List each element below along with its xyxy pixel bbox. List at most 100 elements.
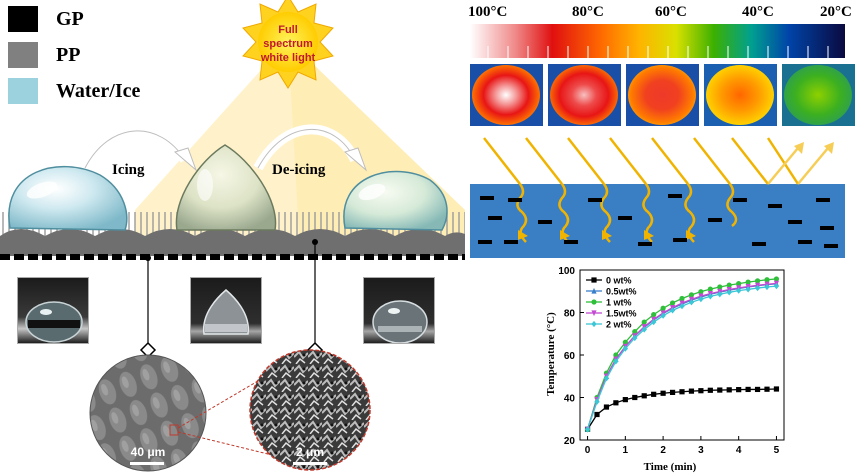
droplet-photo-melted: [363, 277, 435, 344]
data-point: [688, 292, 695, 298]
chart-y-axis-label: Temperature (°C): [545, 312, 557, 396]
data-point: [726, 289, 732, 296]
data-point: [773, 386, 780, 392]
x-tick-label: 1: [623, 445, 629, 456]
legend-marker: [591, 287, 597, 294]
y-tick-label: 80: [564, 309, 576, 320]
legend-marker: [591, 299, 597, 305]
data-point: [736, 387, 742, 393]
x-tick-label: 2: [660, 445, 666, 456]
sun-label-line3: white light: [260, 52, 316, 64]
series-2: [584, 276, 780, 432]
x-tick-label: 0: [585, 445, 591, 456]
data-point: [613, 352, 619, 358]
pp-swatch: [8, 42, 38, 68]
data-point: [717, 387, 723, 393]
sun-label-line1: Full: [278, 24, 298, 36]
legend-item-pp: PP: [8, 42, 80, 68]
data-point: [764, 277, 770, 283]
colorbar-tick-20: 20°C: [820, 4, 852, 20]
temperature-colorbar: 100°C 80°C 60°C 40°C 20°C: [468, 4, 852, 58]
chart-legend: 0 wt%0.5wt%1 wt%1.5wt%2 wt%: [586, 276, 637, 330]
colorbar-tick-40: 40°C: [742, 4, 774, 20]
legend-label: 0.5wt%: [606, 287, 637, 297]
sun-icon: Full spectrum white light: [242, 0, 334, 89]
data-point: [669, 307, 676, 314]
data-point: [622, 345, 628, 352]
ice-droplet: [175, 144, 277, 231]
data-point: [603, 404, 610, 410]
legend-label-water-ice: Water/Ice: [56, 79, 141, 102]
water-droplet: [8, 165, 128, 231]
data-point: [641, 326, 647, 333]
data-point: [660, 305, 666, 311]
water-ice-swatch: [8, 78, 38, 104]
sun-label-line2: spectrum: [263, 38, 313, 50]
data-point: [745, 279, 751, 285]
data-point: [754, 386, 761, 393]
legend-label-pp: PP: [56, 43, 81, 66]
data-point: [613, 358, 619, 365]
data-point: [651, 312, 657, 318]
data-point: [745, 386, 751, 393]
x-tick-label: 4: [736, 445, 742, 456]
legend-label: 2 wt%: [606, 320, 632, 330]
light-absorption-schematic: [470, 137, 845, 258]
data-point: [717, 284, 723, 290]
colorbar-tick-60: 60°C: [655, 4, 687, 20]
deicing-label: De-icing: [272, 162, 326, 178]
thermal-images: [470, 64, 855, 126]
data-point: [754, 284, 761, 292]
data-point: [773, 276, 780, 282]
droplet-photo-water: [17, 277, 89, 344]
data-point: [669, 300, 676, 306]
droplet-photo-ice: [190, 277, 262, 344]
data-point: [707, 286, 713, 292]
colorbar-tick-80: 80°C: [572, 4, 604, 20]
data-point: [622, 397, 628, 403]
colorbar-tick-100: 100°C: [468, 4, 507, 20]
data-point: [632, 329, 638, 335]
scale-bar-right: 2 μm: [296, 445, 324, 459]
legend-marker: [591, 310, 597, 317]
data-point: [764, 386, 770, 392]
data-point: [660, 390, 666, 396]
data-point: [632, 334, 638, 342]
legend-label: 0 wt%: [606, 276, 632, 286]
data-point: [641, 393, 647, 399]
sem-image-low-mag: 40 μm: [89, 354, 207, 472]
data-point: [622, 339, 628, 345]
data-point: [754, 278, 761, 284]
icing-label: Icing: [112, 162, 145, 178]
data-point: [726, 387, 732, 393]
y-tick-label: 20: [564, 436, 576, 447]
legend-marker: [591, 320, 597, 328]
data-point: [660, 312, 666, 319]
data-point: [679, 389, 685, 395]
gp-swatch: [8, 6, 38, 32]
pp-layer: [0, 229, 465, 256]
legend-marker: [591, 277, 597, 283]
data-point: [679, 295, 685, 302]
data-point: [736, 281, 742, 287]
series-line: [587, 388, 777, 430]
data-point: [688, 388, 695, 394]
sem-image-high-mag: 2 μm: [249, 349, 371, 471]
x-tick-label: 3: [698, 445, 704, 456]
legend-label-gp: GP: [56, 7, 84, 30]
scale-bar-left: 40 μm: [131, 445, 166, 459]
y-tick-label: 40: [564, 394, 576, 405]
y-tick-label: 60: [564, 351, 576, 362]
legend-item-water-ice: Water/Ice: [8, 78, 140, 104]
data-point: [594, 398, 600, 405]
data-point: [632, 394, 638, 401]
data-point: [651, 318, 657, 326]
data-point: [651, 391, 657, 397]
data-point: [707, 387, 713, 393]
data-point: [698, 388, 704, 394]
data-point: [726, 282, 732, 288]
data-point: [603, 375, 610, 382]
data-point: [698, 289, 704, 295]
y-tick-label: 100: [558, 266, 575, 277]
data-point: [764, 283, 770, 291]
